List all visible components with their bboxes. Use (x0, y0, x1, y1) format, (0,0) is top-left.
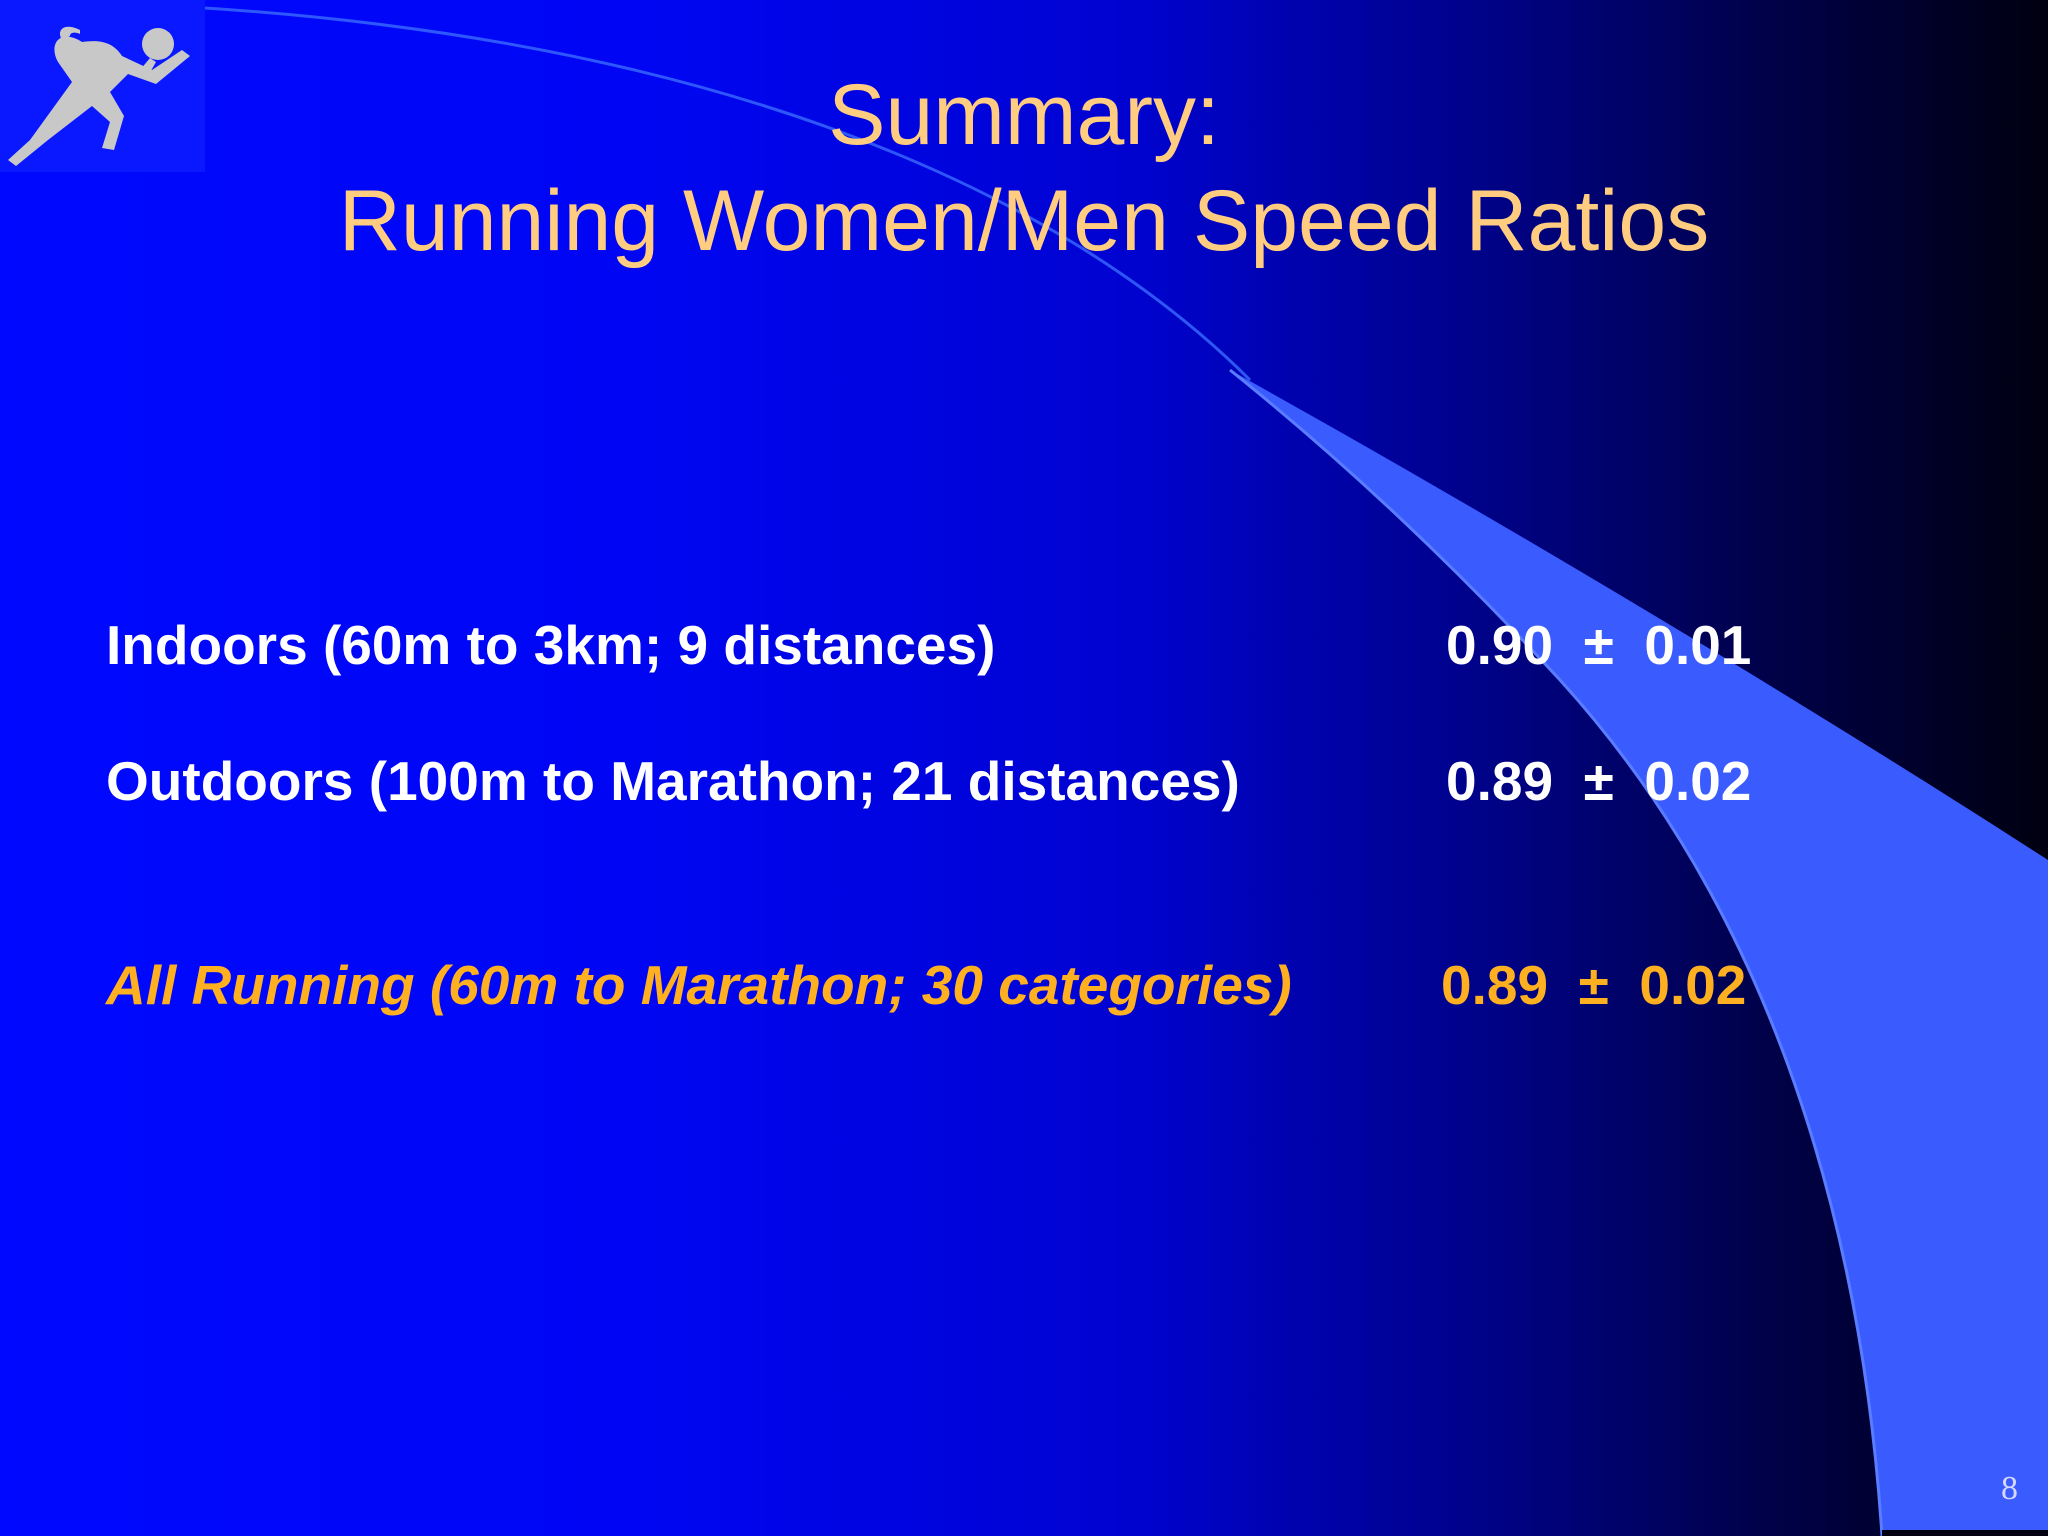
row-value: 0.90 ± 0.01 (1446, 614, 1752, 676)
runner-icon (8, 26, 190, 166)
slide-title: Summary: Running Women/Men Speed Ratios (0, 62, 2048, 274)
runner-logo (0, 0, 205, 172)
row-value: 0.89 ± 0.02 (1441, 954, 1747, 1016)
row-label: All Running (60m to Marathon; 30 categor… (106, 954, 1292, 1016)
title-line-2: Running Women/Men Speed Ratios (338, 173, 1710, 269)
row-label: Outdoors (100m to Marathon; 21 distances… (106, 750, 1240, 812)
row-value: 0.89 ± 0.02 (1446, 750, 1752, 812)
page-number: 8 (2001, 1470, 2018, 1507)
row-label: Indoors (60m to 3km; 9 distances) (106, 614, 996, 676)
title-line-1: Summary: (828, 67, 1220, 163)
